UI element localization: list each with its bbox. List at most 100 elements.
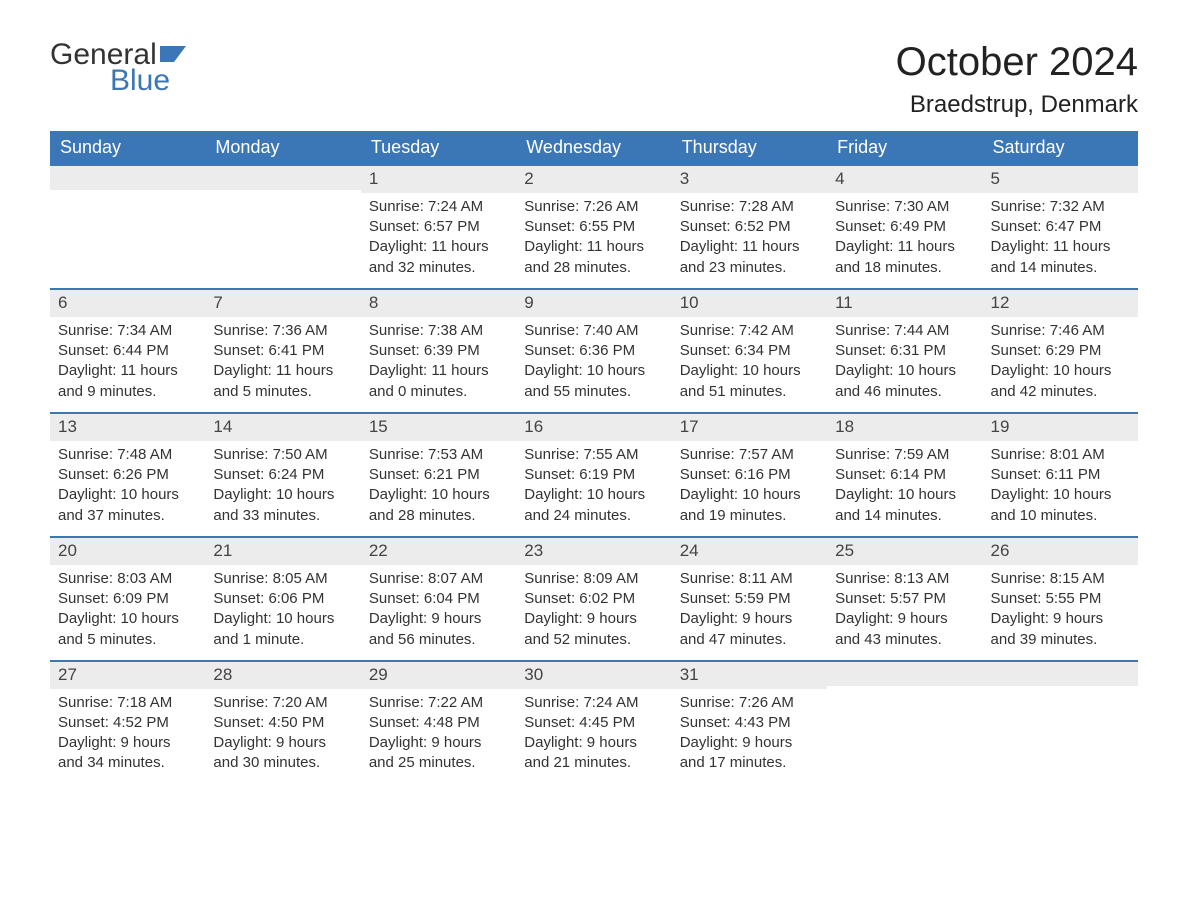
sunset-text: Sunset: 6:24 PM — [213, 465, 352, 485]
sunset-text: Sunset: 6:57 PM — [369, 217, 508, 237]
week-row: 20Sunrise: 8:03 AMSunset: 6:09 PMDayligh… — [50, 536, 1138, 660]
day-cell: 13Sunrise: 7:48 AMSunset: 6:26 PMDayligh… — [50, 414, 205, 536]
logo-word-blue: Blue — [110, 66, 170, 96]
daylight-text: Daylight: 9 hours and 47 minutes. — [680, 609, 819, 650]
day-cell: 29Sunrise: 7:22 AMSunset: 4:48 PMDayligh… — [361, 662, 516, 784]
day-cell: 4Sunrise: 7:30 AMSunset: 6:49 PMDaylight… — [827, 166, 982, 288]
sunset-text: Sunset: 5:59 PM — [680, 589, 819, 609]
day-number: 29 — [361, 662, 516, 689]
day-header-row: Sunday Monday Tuesday Wednesday Thursday… — [50, 131, 1138, 164]
month-title: October 2024 — [896, 40, 1138, 85]
day-cell: 2 Sunrise: 7:26 AMSunset: 6:55 PMDaylight… — [516, 166, 671, 288]
day-body: Sunrise: 8:13 AMSunset: 5:57 PMDaylight:… — [827, 565, 982, 660]
dayhead-saturday: Saturday — [983, 131, 1138, 164]
sunset-text: Sunset: 6:02 PM — [524, 589, 663, 609]
title-block: October 2024 Braedstrup, Denmark — [896, 40, 1138, 119]
day-cell: 7Sunrise: 7:36 AMSunset: 6:41 PMDaylight… — [205, 290, 360, 412]
sunset-text: Sunset: 6:44 PM — [58, 341, 197, 361]
sunset-text: Sunset: 6:39 PM — [369, 341, 508, 361]
sunrise-text: Sunrise: 7:57 AM — [680, 445, 819, 465]
sunrise-text: Sunrise: 7:18 AM — [58, 693, 197, 713]
day-body: Sunrise: 7:57 AMSunset: 6:16 PMDaylight:… — [672, 441, 827, 536]
daylight-text: Daylight: 11 hours and 18 minutes. — [835, 237, 974, 278]
daylight-text: Daylight: 10 hours and 28 minutes. — [369, 485, 508, 526]
sunrise-text: Sunrise: 7:26 AM — [680, 693, 819, 713]
day-body: Sunrise: 7:26 AMSunset: 4:43 PMDaylight:… — [672, 689, 827, 784]
day-body: Sunrise: 7:36 AMSunset: 6:41 PMDaylight:… — [205, 317, 360, 412]
day-cell: 12Sunrise: 7:46 AMSunset: 6:29 PMDayligh… — [983, 290, 1138, 412]
sunset-text: Sunset: 6:16 PM — [680, 465, 819, 485]
daylight-text: Daylight: 9 hours and 39 minutes. — [991, 609, 1130, 650]
daylight-text: Daylight: 11 hours and 9 minutes. — [58, 361, 197, 402]
day-body: Sunrise: 7:22 AMSunset: 4:48 PMDaylight:… — [361, 689, 516, 784]
day-number: 16 — [516, 414, 671, 441]
day-body: Sunrise: 7:40 AMSunset: 6:36 PMDaylight:… — [516, 317, 671, 412]
sunrise-text: Sunrise: 7:26 AM — [524, 197, 663, 217]
day-number: 30 — [516, 662, 671, 689]
sunrise-text: Sunrise: 8:01 AM — [991, 445, 1130, 465]
sunset-text: Sunset: 6:19 PM — [524, 465, 663, 485]
sunrise-text: Sunrise: 7:22 AM — [369, 693, 508, 713]
sunset-text: Sunset: 6:21 PM — [369, 465, 508, 485]
day-number: 31 — [672, 662, 827, 689]
day-body: Sunrise: 8:05 AMSunset: 6:06 PMDaylight:… — [205, 565, 360, 660]
sunset-text: Sunset: 4:50 PM — [213, 713, 352, 733]
day-number — [827, 662, 982, 686]
sunset-text: Sunset: 6:55 PM — [524, 217, 663, 237]
daylight-text: Daylight: 10 hours and 37 minutes. — [58, 485, 197, 526]
week-row: 1Sunrise: 7:24 AMSunset: 6:57 PMDaylight… — [50, 164, 1138, 288]
day-number: 4 — [827, 166, 982, 193]
day-body: Sunrise: 7:32 AMSunset: 6:47 PMDaylight:… — [983, 193, 1138, 288]
day-number: 2 — [516, 166, 671, 193]
daylight-text: Daylight: 11 hours and 23 minutes. — [680, 237, 819, 278]
sunrise-text: Sunrise: 8:03 AM — [58, 569, 197, 589]
sunset-text: Sunset: 6:04 PM — [369, 589, 508, 609]
daylight-text: Daylight: 10 hours and 1 minute. — [213, 609, 352, 650]
day-cell: 31Sunrise: 7:26 AMSunset: 4:43 PMDayligh… — [672, 662, 827, 784]
day-body: Sunrise: 8:11 AMSunset: 5:59 PMDaylight:… — [672, 565, 827, 660]
day-cell: 22Sunrise: 8:07 AMSunset: 6:04 PMDayligh… — [361, 538, 516, 660]
logo: General Blue — [50, 40, 186, 96]
day-cell: 10Sunrise: 7:42 AMSunset: 6:34 PMDayligh… — [672, 290, 827, 412]
day-cell: 26Sunrise: 8:15 AMSunset: 5:55 PMDayligh… — [983, 538, 1138, 660]
sunrise-text: Sunrise: 7:46 AM — [991, 321, 1130, 341]
daylight-text: Daylight: 9 hours and 17 minutes. — [680, 733, 819, 774]
day-number: 23 — [516, 538, 671, 565]
sunrise-text: Sunrise: 7:24 AM — [524, 693, 663, 713]
daylight-text: Daylight: 10 hours and 46 minutes. — [835, 361, 974, 402]
week-row: 13Sunrise: 7:48 AMSunset: 6:26 PMDayligh… — [50, 412, 1138, 536]
dayhead-tuesday: Tuesday — [361, 131, 516, 164]
sunrise-text: Sunrise: 8:09 AM — [524, 569, 663, 589]
sunrise-text: Sunrise: 7:36 AM — [213, 321, 352, 341]
week-row: 27Sunrise: 7:18 AMSunset: 4:52 PMDayligh… — [50, 660, 1138, 784]
sunset-text: Sunset: 6:34 PM — [680, 341, 819, 361]
day-cell: 24Sunrise: 8:11 AMSunset: 5:59 PMDayligh… — [672, 538, 827, 660]
sunset-text: Sunset: 6:31 PM — [835, 341, 974, 361]
daylight-text: Daylight: 9 hours and 30 minutes. — [213, 733, 352, 774]
day-number: 26 — [983, 538, 1138, 565]
day-body: Sunrise: 7:28 AMSunset: 6:52 PMDaylight:… — [672, 193, 827, 288]
day-body: Sunrise: 7:59 AMSunset: 6:14 PMDaylight:… — [827, 441, 982, 536]
daylight-text: Daylight: 10 hours and 19 minutes. — [680, 485, 819, 526]
day-cell — [50, 166, 205, 288]
day-body: Sunrise: 7:24 AMSunset: 4:45 PMDaylight:… — [516, 689, 671, 784]
sunrise-text: Sunrise: 8:11 AM — [680, 569, 819, 589]
daylight-text: Daylight: 10 hours and 33 minutes. — [213, 485, 352, 526]
day-body: Sunrise: 7:30 AMSunset: 6:49 PMDaylight:… — [827, 193, 982, 288]
sunrise-text: Sunrise: 8:15 AM — [991, 569, 1130, 589]
day-cell: 6Sunrise: 7:34 AMSunset: 6:44 PMDaylight… — [50, 290, 205, 412]
sunset-text: Sunset: 6:06 PM — [213, 589, 352, 609]
day-cell: 3Sunrise: 7:28 AMSunset: 6:52 PMDaylight… — [672, 166, 827, 288]
daylight-text: Daylight: 9 hours and 25 minutes. — [369, 733, 508, 774]
daylight-text: Daylight: 11 hours and 28 minutes. — [524, 237, 663, 278]
day-cell: 15Sunrise: 7:53 AMSunset: 6:21 PMDayligh… — [361, 414, 516, 536]
daylight-text: Daylight: 10 hours and 55 minutes. — [524, 361, 663, 402]
day-number: 12 — [983, 290, 1138, 317]
day-number: 6 — [50, 290, 205, 317]
day-number: 24 — [672, 538, 827, 565]
dayhead-thursday: Thursday — [672, 131, 827, 164]
day-number: 11 — [827, 290, 982, 317]
day-cell: 16Sunrise: 7:55 AMSunset: 6:19 PMDayligh… — [516, 414, 671, 536]
day-number: 14 — [205, 414, 360, 441]
day-cell: 5Sunrise: 7:32 AMSunset: 6:47 PMDaylight… — [983, 166, 1138, 288]
